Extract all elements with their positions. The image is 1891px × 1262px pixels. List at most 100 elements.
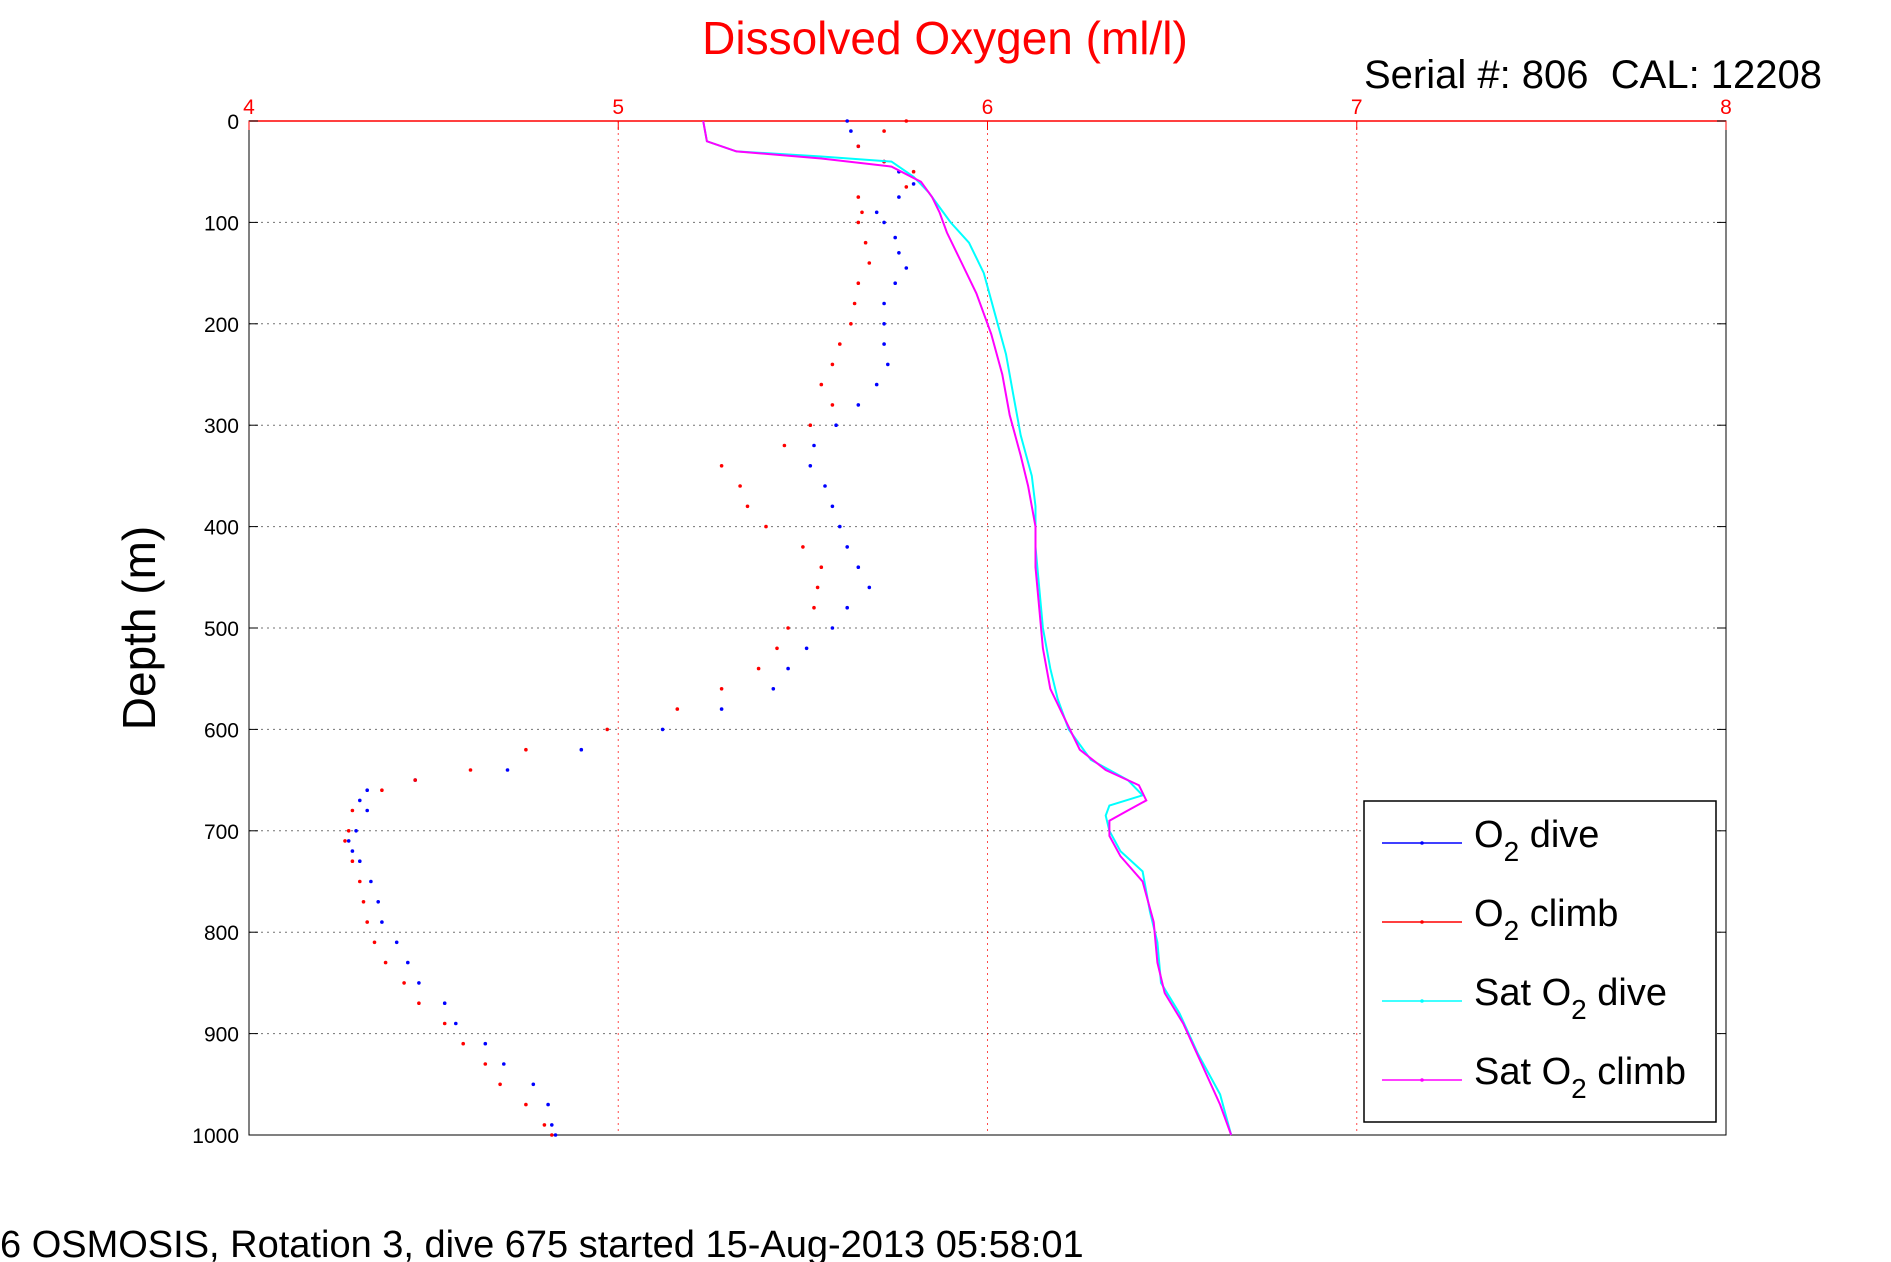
data-point-o2-climb: [498, 1082, 502, 1087]
legend-marker-o2-dive: [1420, 841, 1424, 845]
data-point-o2-dive: [845, 119, 849, 123]
grid: [249, 121, 1726, 1135]
data-point-o2-climb: [860, 210, 864, 215]
data-point-o2-dive: [394, 940, 399, 945]
data-point-o2-climb: [819, 565, 824, 569]
data-point-o2-dive: [812, 443, 816, 448]
data-point-o2-climb: [786, 626, 790, 630]
data-point-o2-dive: [830, 504, 835, 509]
data-point-o2-dive: [550, 1123, 554, 1127]
data-point-o2-climb: [849, 322, 853, 326]
data-point-o2-dive: [893, 281, 897, 286]
data-point-o2-dive: [808, 464, 813, 468]
data-point-o2-dive: [845, 545, 849, 549]
data-point-o2-dive: [417, 981, 421, 985]
data-point-o2-dive: [882, 301, 886, 306]
serial-cal-label: Serial #: 806 CAL: 12208: [1364, 53, 1822, 97]
data-point-o2-dive: [502, 1062, 506, 1066]
y-axis-label: Depth (m): [113, 526, 165, 730]
data-point-o2-dive: [849, 129, 853, 133]
data-point-o2-dive: [350, 849, 355, 853]
data-point-o2-climb: [417, 1001, 421, 1005]
data-point-o2-dive: [579, 747, 584, 752]
data-point-o2-climb: [350, 808, 355, 813]
y-tick-label: 600: [204, 719, 239, 742]
data-point-o2-dive: [834, 423, 838, 428]
data-point-o2-climb: [372, 940, 377, 945]
data-point-o2-climb: [346, 829, 351, 833]
x-tick-label: 8: [1720, 96, 1732, 119]
data-point-o2-dive: [882, 220, 886, 225]
data-point-o2-climb: [358, 879, 362, 884]
data-point-o2-dive: [845, 605, 849, 610]
y-tick-label: 800: [204, 922, 239, 945]
data-point-o2-dive: [893, 235, 897, 240]
x-tick-label: 5: [612, 96, 624, 119]
data-point-o2-climb: [361, 900, 366, 904]
y-tick-label: 100: [204, 212, 239, 235]
data-point-o2-dive: [406, 960, 410, 965]
data-point-o2-dive: [823, 484, 827, 488]
data-point-o2-dive: [483, 1041, 488, 1046]
data-point-o2-climb: [343, 839, 347, 843]
y-tick-label: 200: [204, 314, 239, 337]
data-point-o2-climb: [863, 240, 868, 245]
data-point-o2-climb: [524, 747, 528, 752]
y-tick-label: 700: [204, 821, 239, 844]
data-point-o2-climb: [380, 788, 384, 792]
y-tick-label: 900: [204, 1024, 239, 1047]
data-point-o2-dive: [886, 362, 890, 367]
data-point-o2-dive: [365, 808, 370, 813]
data-point-o2-climb: [815, 585, 820, 590]
chart-title: Dissolved Oxygen (ml/l): [702, 12, 1188, 64]
data-point-o2-climb: [524, 1102, 528, 1107]
data-point-o2-climb: [461, 1041, 466, 1046]
data-point-o2-climb: [856, 144, 861, 149]
data-point-o2-climb: [819, 382, 824, 387]
x-tick-label: 4: [243, 96, 255, 119]
legend-entry-sat-o2-climb: Sat O2 climb: [1474, 1051, 1686, 1104]
data-point-o2-climb: [838, 342, 842, 346]
data-point-o2-climb: [830, 362, 835, 367]
data-point-o2-climb: [882, 129, 886, 133]
data-point-o2-dive: [380, 920, 384, 924]
data-point-o2-climb: [867, 261, 872, 265]
data-point-o2-dive: [874, 210, 879, 215]
data-point-o2-climb: [911, 169, 916, 174]
data-point-o2-climb: [756, 666, 761, 671]
legend: O2 dive O2 climb Sat O2 dive Sat O2 climb: [1363, 800, 1717, 1123]
axis-ticks: 0 100 200 300 400 500 600 700 800 900 1000 4 5 6 7 8: [192, 96, 1732, 1148]
data-point-o2-dive: [553, 1133, 558, 1137]
data-point-o2-dive: [897, 251, 901, 255]
y-tick-label: 300: [204, 415, 239, 438]
data-point-o2-dive: [771, 687, 776, 691]
footer-caption: 6 OSMOSIS, Rotation 3, dive 675 started …: [0, 1224, 1084, 1262]
series-sat-o2-climb: [702, 120, 1233, 1136]
data-point-o2-climb: [852, 301, 857, 306]
data-point-o2-climb: [808, 423, 813, 428]
data-point-o2-dive: [358, 859, 362, 863]
data-point-o2-dive: [804, 646, 809, 651]
legend-marker-sat-o2-dive: [1420, 999, 1424, 1003]
data-point-o2-dive: [856, 565, 861, 569]
data-point-o2-dive: [867, 585, 872, 590]
data-point-o2-dive: [346, 839, 351, 843]
data-point-o2-climb: [550, 1133, 554, 1137]
legend-marker-o2-climb: [1420, 920, 1424, 924]
data-point-o2-climb: [904, 185, 909, 189]
series-line-sat-o2-climb: [702, 120, 1233, 1136]
data-point-o2-dive: [856, 403, 861, 407]
data-point-o2-climb: [468, 768, 473, 772]
data-point-o2-dive: [786, 666, 790, 671]
data-point-o2-climb: [483, 1062, 488, 1066]
data-point-o2-dive: [442, 1001, 447, 1005]
y-tick-label: 400: [204, 517, 239, 540]
x-tick-label: 6: [982, 96, 994, 119]
data-point-o2-dive: [911, 182, 916, 186]
data-point-o2-climb: [350, 859, 355, 863]
series-o2-climb: [343, 119, 916, 1137]
data-point-o2-dive: [660, 727, 665, 732]
data-point-o2-dive: [354, 829, 358, 833]
data-point-o2-climb: [904, 119, 909, 123]
